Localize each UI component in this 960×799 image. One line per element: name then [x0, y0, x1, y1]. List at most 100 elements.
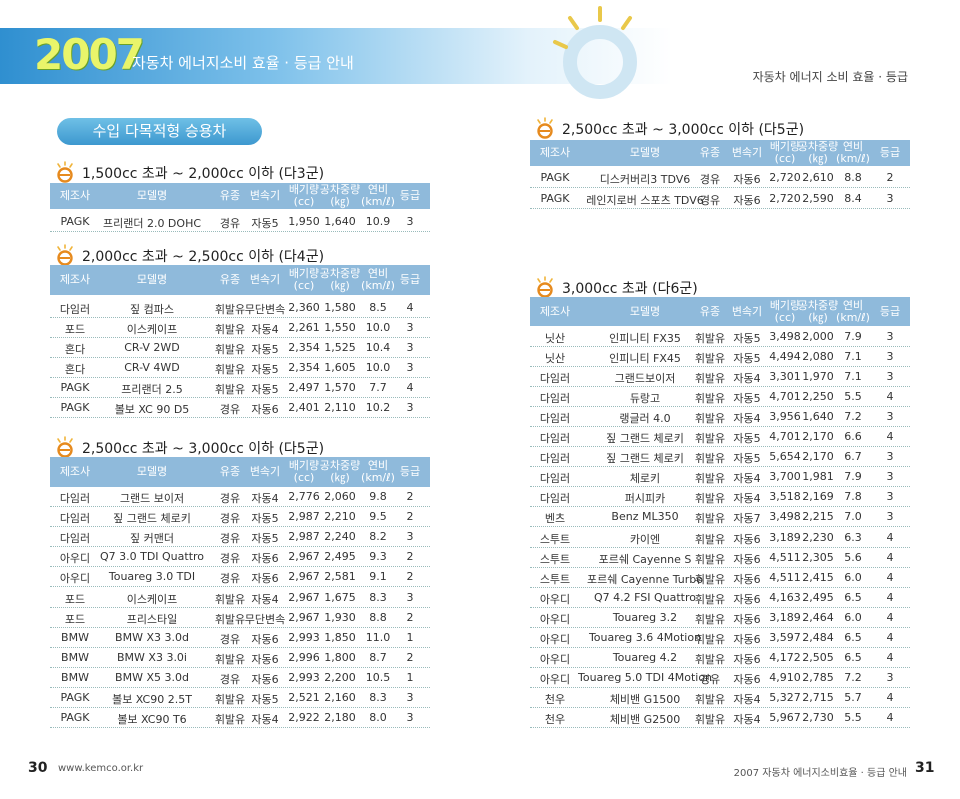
cell: 1,800 — [324, 650, 356, 664]
cell: 휘발유 — [214, 652, 246, 666]
cell: 2,730 — [802, 710, 834, 724]
cell: 자동4 — [251, 492, 279, 506]
cell: 자동6 — [251, 403, 279, 416]
cell: 1,930 — [324, 610, 356, 624]
cell: 아우디 — [539, 612, 571, 626]
cell: 2,505 — [802, 650, 834, 664]
cell: 다임러 — [59, 512, 91, 526]
cell: 3,956 — [769, 410, 801, 424]
cell: 이스케이프 — [126, 592, 178, 606]
cell: 5.6 — [844, 550, 862, 564]
cell: 경유 — [219, 492, 241, 506]
footer-url: www.kemco.or.kr — [58, 763, 144, 774]
cell: 2,610 — [802, 170, 834, 184]
cell: 2,495 — [802, 590, 834, 604]
cell: 4 — [406, 301, 414, 314]
cell: 8.3 — [369, 691, 387, 705]
cell: 5.5 — [844, 390, 862, 404]
cell: 다임러 — [539, 472, 571, 486]
cell: 다임러 — [539, 412, 571, 426]
cell: 휘발유 — [694, 412, 726, 426]
cell: 휘발유 — [694, 432, 726, 446]
cell: 프리랜더 2.0 DOHC — [102, 216, 202, 230]
cell: 7.1 — [844, 370, 862, 384]
cell: 그랜드보이저 — [614, 372, 676, 386]
header-right: 자동차 에너지 소비 효율 · 등급 — [752, 70, 908, 84]
column-header: 유종 — [699, 304, 721, 318]
table-row — [50, 398, 430, 418]
cell: 자동6 — [733, 632, 761, 646]
column-header: 연비 — [367, 267, 389, 280]
cell: 3 — [886, 470, 894, 484]
table-row — [530, 648, 910, 668]
cell: 2,200 — [324, 670, 356, 684]
cell: 2,996 — [288, 650, 320, 664]
cell: 3 — [886, 370, 894, 384]
cell: 2,464 — [802, 610, 834, 624]
page-number: 31 — [915, 760, 935, 776]
table-row — [50, 318, 430, 338]
column-header: 변속기 — [249, 273, 281, 286]
column-header: 등급 — [879, 146, 901, 159]
cell: 2,401 — [288, 401, 320, 414]
cell: 4,511 — [769, 550, 801, 564]
cell: 10.5 — [365, 670, 391, 684]
cell: 1,970 — [802, 370, 834, 384]
cell: 1,580 — [324, 301, 356, 314]
column-header: (㎏) — [808, 310, 828, 324]
heading-icon — [57, 244, 73, 266]
cell: 레인지로버 스포츠 TDV6 — [586, 193, 704, 207]
cell: BMW X3 3.0i — [117, 650, 187, 664]
column-header: 유종 — [699, 146, 721, 159]
cell: 1,850 — [324, 630, 356, 644]
cell: 5,327 — [769, 690, 801, 704]
cell: PAGK — [540, 170, 570, 184]
cell: 2,415 — [802, 570, 834, 584]
cell: 2,967 — [288, 590, 320, 604]
cell: PAGK — [60, 381, 90, 394]
column-header: (km/ℓ) — [361, 279, 395, 292]
cell: PAGK — [60, 691, 90, 705]
cell: 3 — [406, 530, 414, 544]
column-header: 모델명 — [136, 273, 168, 286]
table-heading: 2,500cc 초과 ~ 3,000cc 이하 (다5군) — [82, 441, 325, 457]
column-header: 변속기 — [249, 465, 281, 478]
heading-icon — [537, 117, 553, 139]
cell: 아우디 — [539, 632, 571, 646]
cell: 2,180 — [324, 711, 356, 725]
column-header: 유종 — [219, 189, 241, 202]
cell: 5,654 — [769, 450, 801, 464]
cell: 체로키 — [629, 472, 661, 486]
cell: 자동6 — [733, 652, 761, 666]
column-header: 연비 — [367, 183, 389, 196]
column-header: 배기량 — [769, 140, 801, 153]
table-row — [530, 708, 910, 728]
cell: 2,110 — [324, 401, 356, 414]
cell: 인피니티 FX45 — [609, 352, 681, 366]
cell: 4,163 — [769, 590, 801, 604]
cell: 6.7 — [844, 450, 862, 464]
table-row — [50, 527, 430, 548]
column-header: (km/ℓ) — [836, 310, 870, 324]
cell: PAGK — [540, 191, 570, 205]
cell: 3 — [886, 410, 894, 424]
cell: 듀랑고 — [629, 392, 661, 406]
cell: 3,597 — [769, 630, 801, 644]
table-row — [50, 298, 430, 318]
column-header: 제조사 — [539, 146, 571, 159]
cell: 4,701 — [769, 390, 801, 404]
cell: BMW X5 3.0d — [115, 670, 189, 684]
cell: 자동5 — [251, 532, 279, 546]
cell: 이스케이프 — [126, 323, 178, 336]
cell: 인피니티 FX35 — [609, 332, 681, 346]
cell: 아우디 — [539, 592, 571, 606]
cell: 3 — [886, 510, 894, 524]
column-header: (cc) — [293, 195, 315, 208]
cell: 3 — [406, 711, 414, 725]
table-row — [50, 507, 430, 528]
cell: 자동6 — [251, 572, 279, 586]
cell: 체비밴 G1500 — [609, 692, 681, 706]
cell: 스투트 — [539, 572, 571, 586]
cell: 6.5 — [844, 650, 862, 664]
cell: 7.8 — [844, 490, 862, 504]
